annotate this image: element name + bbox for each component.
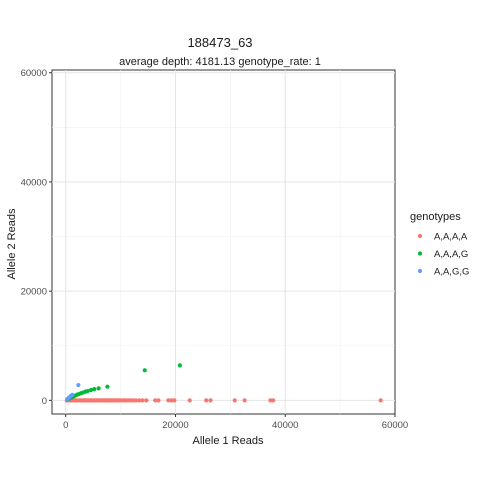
x-tick-label: 0: [63, 420, 68, 431]
data-point: [133, 398, 139, 403]
data-point: [232, 398, 237, 403]
grid: [52, 70, 395, 414]
y-tick-label: 0: [42, 396, 47, 407]
x-tick-label: 60000: [382, 420, 408, 431]
data-point: [137, 398, 142, 403]
data-point: [153, 398, 158, 403]
data-point: [144, 398, 149, 403]
data-point: [271, 398, 276, 403]
legend-title: genotypes: [410, 211, 461, 223]
data-point: [88, 387, 94, 393]
data-point: [92, 387, 97, 392]
data-point: [105, 384, 110, 389]
legend-label: A,A,A,G: [434, 249, 468, 260]
legend-key: [417, 233, 423, 239]
data-point: [85, 388, 90, 394]
y-axis-label: Allele 2 Reads: [6, 208, 18, 279]
data-point: [76, 382, 81, 388]
data-point: [177, 363, 182, 368]
y-tick-label: 40000: [21, 177, 47, 188]
chart-title: 188473_63: [187, 35, 252, 50]
data-point: [172, 398, 177, 403]
x-axis-label: Allele 1 Reads: [193, 435, 264, 447]
data-point: [156, 398, 161, 403]
chart-subtitle: average depth: 4181.13 genotype_rate: 1: [119, 56, 321, 68]
plot-panel: [51, 69, 396, 415]
data-points: [64, 363, 383, 403]
data-point: [208, 398, 213, 403]
data-point: [187, 398, 192, 403]
axis-ticks: 0 20000 40000 60000 0 20000 40000 60000: [21, 68, 409, 431]
legend-label: A,A,G,G: [434, 267, 469, 278]
x-tick-label: 20000: [162, 420, 188, 431]
data-point: [140, 398, 145, 403]
data-point: [242, 398, 247, 403]
x-tick-label: 40000: [272, 420, 298, 431]
data-point: [142, 368, 147, 373]
data-point: [378, 398, 383, 403]
data-point: [70, 392, 75, 397]
legend-label: A,A,A,A: [434, 232, 468, 243]
data-point: [204, 398, 209, 403]
y-tick-label: 20000: [21, 287, 47, 298]
legend-key: [417, 251, 423, 256]
y-tick-label: 60000: [21, 68, 47, 79]
legend-key: [417, 268, 423, 274]
legend: genotypes A,A,A,A A,A,A,G A,A,G,G: [410, 211, 469, 278]
data-point: [96, 386, 101, 391]
data-point: [166, 398, 171, 403]
